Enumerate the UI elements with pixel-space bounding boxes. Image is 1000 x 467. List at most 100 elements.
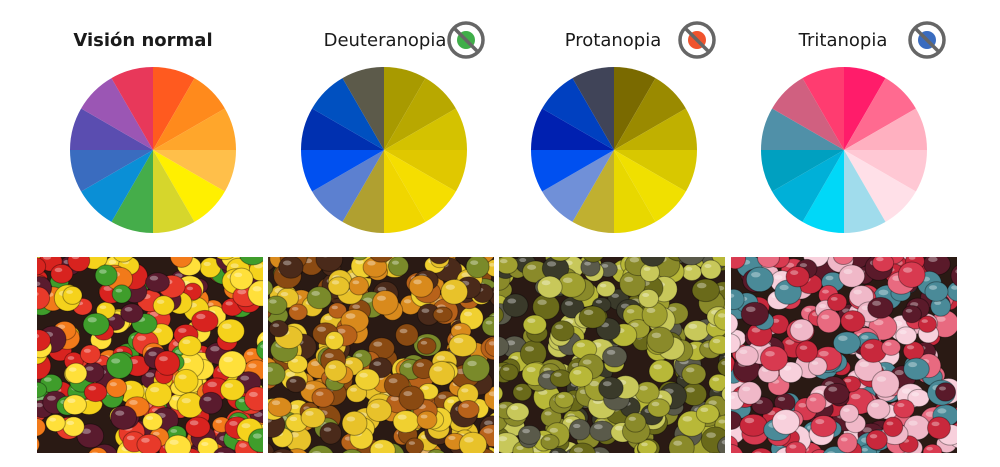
candy xyxy=(327,302,348,319)
candy-shine xyxy=(88,386,97,391)
candy xyxy=(731,443,744,453)
candy-shine xyxy=(331,305,338,310)
candy xyxy=(197,437,219,453)
candy xyxy=(805,392,827,414)
candy-shine xyxy=(614,425,624,431)
candy xyxy=(771,409,801,435)
candy-shine xyxy=(328,364,337,370)
wheel-segment xyxy=(844,108,927,150)
candy-shine xyxy=(47,395,56,401)
candy xyxy=(901,305,922,324)
candy xyxy=(836,432,858,453)
candy xyxy=(216,318,245,344)
candy-shine xyxy=(436,355,446,361)
candy-shine xyxy=(688,323,698,329)
candy-shine xyxy=(611,293,619,298)
candy-shine xyxy=(582,359,592,365)
panel-label: Visión normal xyxy=(73,30,212,51)
candy-shine xyxy=(159,356,168,362)
candy xyxy=(239,257,263,266)
candy xyxy=(408,274,434,298)
candy xyxy=(536,275,563,299)
candy-shine xyxy=(103,286,113,291)
candy xyxy=(935,382,956,402)
wheel-segment xyxy=(384,67,426,150)
candy xyxy=(785,441,807,453)
candy xyxy=(499,336,510,358)
candy xyxy=(839,403,860,423)
candy xyxy=(220,378,246,401)
candy xyxy=(392,410,420,434)
candy-shine xyxy=(373,361,382,366)
candy xyxy=(785,265,810,288)
candy xyxy=(145,272,170,293)
candy-shine xyxy=(853,289,862,295)
candy xyxy=(428,360,456,386)
candy-shine xyxy=(704,263,712,269)
icon-slash xyxy=(683,26,711,54)
candy xyxy=(169,257,194,268)
candy-shine xyxy=(285,371,296,377)
candy-shine xyxy=(552,450,559,453)
wheel-segment xyxy=(111,150,153,233)
candy xyxy=(37,257,47,276)
candy-shine xyxy=(869,434,878,439)
candy xyxy=(548,447,568,453)
candy-shine xyxy=(779,284,789,291)
candy-shine xyxy=(700,407,709,413)
candy-shine xyxy=(542,373,551,379)
candy xyxy=(348,276,370,296)
candy-shine xyxy=(408,441,416,445)
candy-shine xyxy=(315,391,324,396)
candy-shine xyxy=(323,427,332,432)
wheel-segment xyxy=(153,78,225,150)
candy-shine xyxy=(765,351,775,357)
candy xyxy=(550,257,571,262)
candy-shine xyxy=(324,315,333,321)
candy-shine xyxy=(830,296,838,301)
color-wheels xyxy=(70,67,927,233)
candy xyxy=(198,391,223,415)
candy-shine xyxy=(682,416,693,422)
candy-shine xyxy=(843,408,850,412)
candy-shine xyxy=(850,393,861,400)
candy xyxy=(700,259,722,280)
candy-shine xyxy=(224,383,234,388)
candy-shine xyxy=(352,280,360,285)
candy xyxy=(427,448,446,453)
candy xyxy=(247,428,263,453)
candy xyxy=(218,350,247,379)
candy-shine xyxy=(323,257,328,258)
candy-shine xyxy=(99,305,107,310)
candy xyxy=(895,326,918,346)
candy xyxy=(177,335,202,357)
candy-shine xyxy=(745,306,756,312)
candy-shine xyxy=(153,328,162,333)
candy-shine xyxy=(951,285,957,290)
candy xyxy=(83,382,108,403)
candy xyxy=(807,356,828,376)
candy xyxy=(319,422,343,445)
candy-shine xyxy=(248,391,258,397)
candy-shine xyxy=(651,332,662,338)
candy-shine xyxy=(573,447,584,453)
candy-shine xyxy=(355,259,364,265)
candy-shine xyxy=(641,442,648,447)
candy-shine xyxy=(928,285,938,290)
candy xyxy=(840,310,866,333)
candy-shine xyxy=(686,367,695,373)
candy-shine xyxy=(345,360,353,365)
wheel-segment xyxy=(802,67,844,150)
candy xyxy=(731,333,741,354)
candy xyxy=(142,412,164,431)
candy xyxy=(871,369,900,398)
candy-shine xyxy=(626,309,635,314)
candy xyxy=(549,369,573,388)
candy-shine xyxy=(573,423,581,429)
candy-shine xyxy=(840,437,848,442)
candy xyxy=(866,398,891,420)
candy-shine xyxy=(595,299,603,304)
candy xyxy=(144,381,173,408)
candy-shine xyxy=(751,327,761,333)
candy-shine xyxy=(606,349,616,355)
